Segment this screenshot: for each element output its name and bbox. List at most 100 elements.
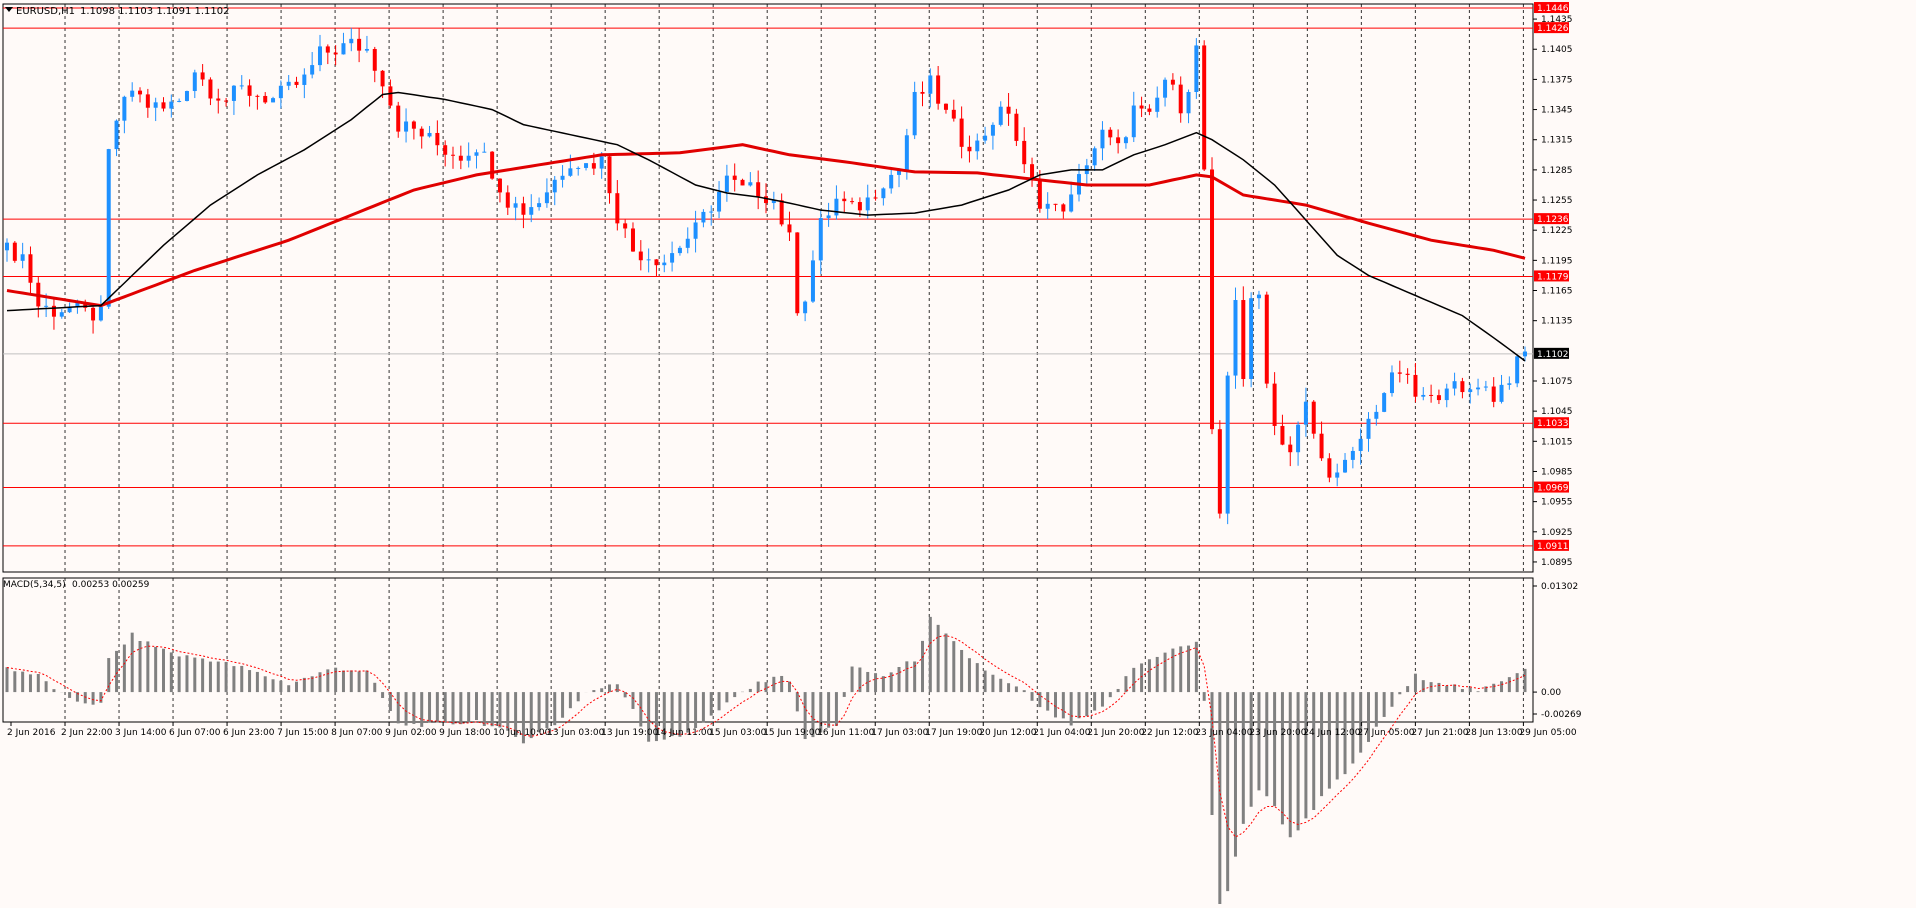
- ohlc-label: 1.1098 1.1103 1.1091 1.1102: [80, 6, 230, 17]
- candle-body: [842, 198, 847, 202]
- moving-averages: [6, 91, 1526, 362]
- candle-body: [591, 163, 596, 169]
- candle-body: [443, 145, 448, 155]
- time-tick-label: 24 Jun 12:00: [1303, 728, 1360, 738]
- candle-body: [638, 251, 643, 261]
- candle-body: [349, 38, 354, 44]
- candle-body: [224, 100, 229, 102]
- candle-body: [427, 132, 432, 137]
- candle-body: [255, 95, 260, 97]
- price-tick-label: 1.0925: [1541, 528, 1573, 538]
- candle-body: [325, 46, 330, 53]
- macd-tick-label: 0.01302: [1541, 582, 1578, 592]
- candle-body: [646, 259, 651, 261]
- macd-label: MACD(5,34,5): [3, 580, 66, 590]
- candle-body: [717, 191, 722, 212]
- candle-body: [677, 247, 682, 254]
- macd-histogram: 0.01302 0.00 -0.00269: [5, 582, 1582, 908]
- candle-body: [138, 90, 143, 95]
- candle-body: [1436, 395, 1441, 401]
- price-tick-label: 1.1165: [1541, 287, 1573, 297]
- candle-body: [177, 100, 182, 102]
- candle-body: [216, 98, 221, 101]
- dropdown-triangle-icon[interactable]: [5, 7, 13, 12]
- current-price-label: 1.1102: [1537, 350, 1569, 360]
- horizontal-levels[interactable]: 1.1446 1.1426 1.1236 1.1179 1.1033 1.0969 1.09…: [3, 2, 1569, 552]
- candle-body: [1296, 424, 1301, 453]
- candle-body: [83, 302, 88, 308]
- price-tick-label: 1.1315: [1541, 136, 1573, 146]
- candle-body: [145, 94, 150, 108]
- time-tick-label: 16 Jun 11:00: [817, 728, 874, 738]
- candle-body: [670, 253, 675, 263]
- candle-body: [51, 305, 56, 317]
- candle-body: [1280, 425, 1285, 445]
- candle-body: [12, 242, 17, 261]
- candle-body: [1147, 108, 1152, 112]
- price-tick-label: 1.0895: [1541, 558, 1573, 568]
- price-panel-border: [2, 3, 1534, 573]
- time-tick-label: 13 Jun 03:00: [547, 728, 604, 738]
- candle-body: [1288, 444, 1293, 453]
- candle-body: [544, 192, 549, 204]
- candle-body: [1444, 388, 1449, 401]
- candle-body: [1249, 298, 1254, 380]
- candle-body: [208, 79, 213, 99]
- candle-body: [114, 120, 119, 150]
- candle-body: [357, 38, 362, 51]
- candle-body: [795, 232, 800, 314]
- price-tick-label: 1.1135: [1541, 317, 1573, 327]
- time-tick-label: 23 Jun 20:00: [1249, 728, 1306, 738]
- candle-body: [1061, 204, 1066, 212]
- candle-body: [701, 211, 706, 223]
- candle-body: [881, 188, 886, 199]
- macd-header: MACD(5,34,5) 0.00253 0.00259: [3, 580, 150, 590]
- candle-body: [380, 70, 385, 87]
- candle-body: [1327, 458, 1332, 478]
- macd-tick-label: 0.00: [1541, 688, 1561, 698]
- candle-body: [1030, 164, 1035, 180]
- candle-body: [615, 193, 620, 224]
- candle-body: [912, 91, 917, 136]
- candle-body: [513, 203, 518, 208]
- macd-panel-border: [2, 577, 1534, 723]
- time-tick-label: 21 Jun 20:00: [1087, 728, 1144, 738]
- price-tick-label: 1.1375: [1541, 75, 1573, 85]
- time-tick-label: 15 Jun 03:00: [709, 728, 766, 738]
- candle-body: [1241, 300, 1246, 380]
- price-axis: 1.1435 1.1405 1.1375 1.1345 1.1315 1.1285 1.12…: [1533, 15, 1573, 568]
- candle-body: [1421, 394, 1426, 397]
- candle-body: [834, 198, 839, 216]
- candle-body: [732, 175, 737, 180]
- price-tick-label: 1.0985: [1541, 467, 1573, 477]
- time-tick-label: 7 Jun 15:00: [277, 728, 329, 738]
- candle-body: [482, 151, 487, 153]
- candle-body: [1311, 401, 1316, 434]
- candle-body: [1163, 79, 1168, 98]
- candle-body: [1108, 129, 1113, 138]
- price-tick-label: 1.0955: [1541, 498, 1573, 508]
- price-tick-label: 1.1225: [1541, 226, 1573, 236]
- candle-body: [310, 65, 315, 75]
- candle-body: [1210, 169, 1215, 430]
- candle-body: [497, 178, 502, 193]
- candle-body: [106, 149, 111, 307]
- time-tick-label: 8 Jun 07:00: [331, 728, 383, 738]
- time-tick-label: 23 Jun 04:00: [1195, 728, 1252, 738]
- candle-body: [364, 48, 369, 51]
- candle-body: [865, 197, 870, 211]
- candle-body: [451, 154, 456, 156]
- candle-body: [1397, 372, 1402, 374]
- candle-body: [623, 223, 628, 229]
- candle-body: [764, 196, 768, 204]
- grid: [2, 3, 1534, 723]
- candle-body: [153, 102, 158, 108]
- time-tick-label: 21 Jun 04:00: [1033, 728, 1090, 738]
- candle-body: [529, 207, 534, 215]
- level-tag-label: 1.0969: [1537, 484, 1569, 494]
- candle-body: [1303, 401, 1308, 425]
- price-tick-label: 1.1075: [1541, 377, 1573, 387]
- candle-body: [662, 262, 667, 266]
